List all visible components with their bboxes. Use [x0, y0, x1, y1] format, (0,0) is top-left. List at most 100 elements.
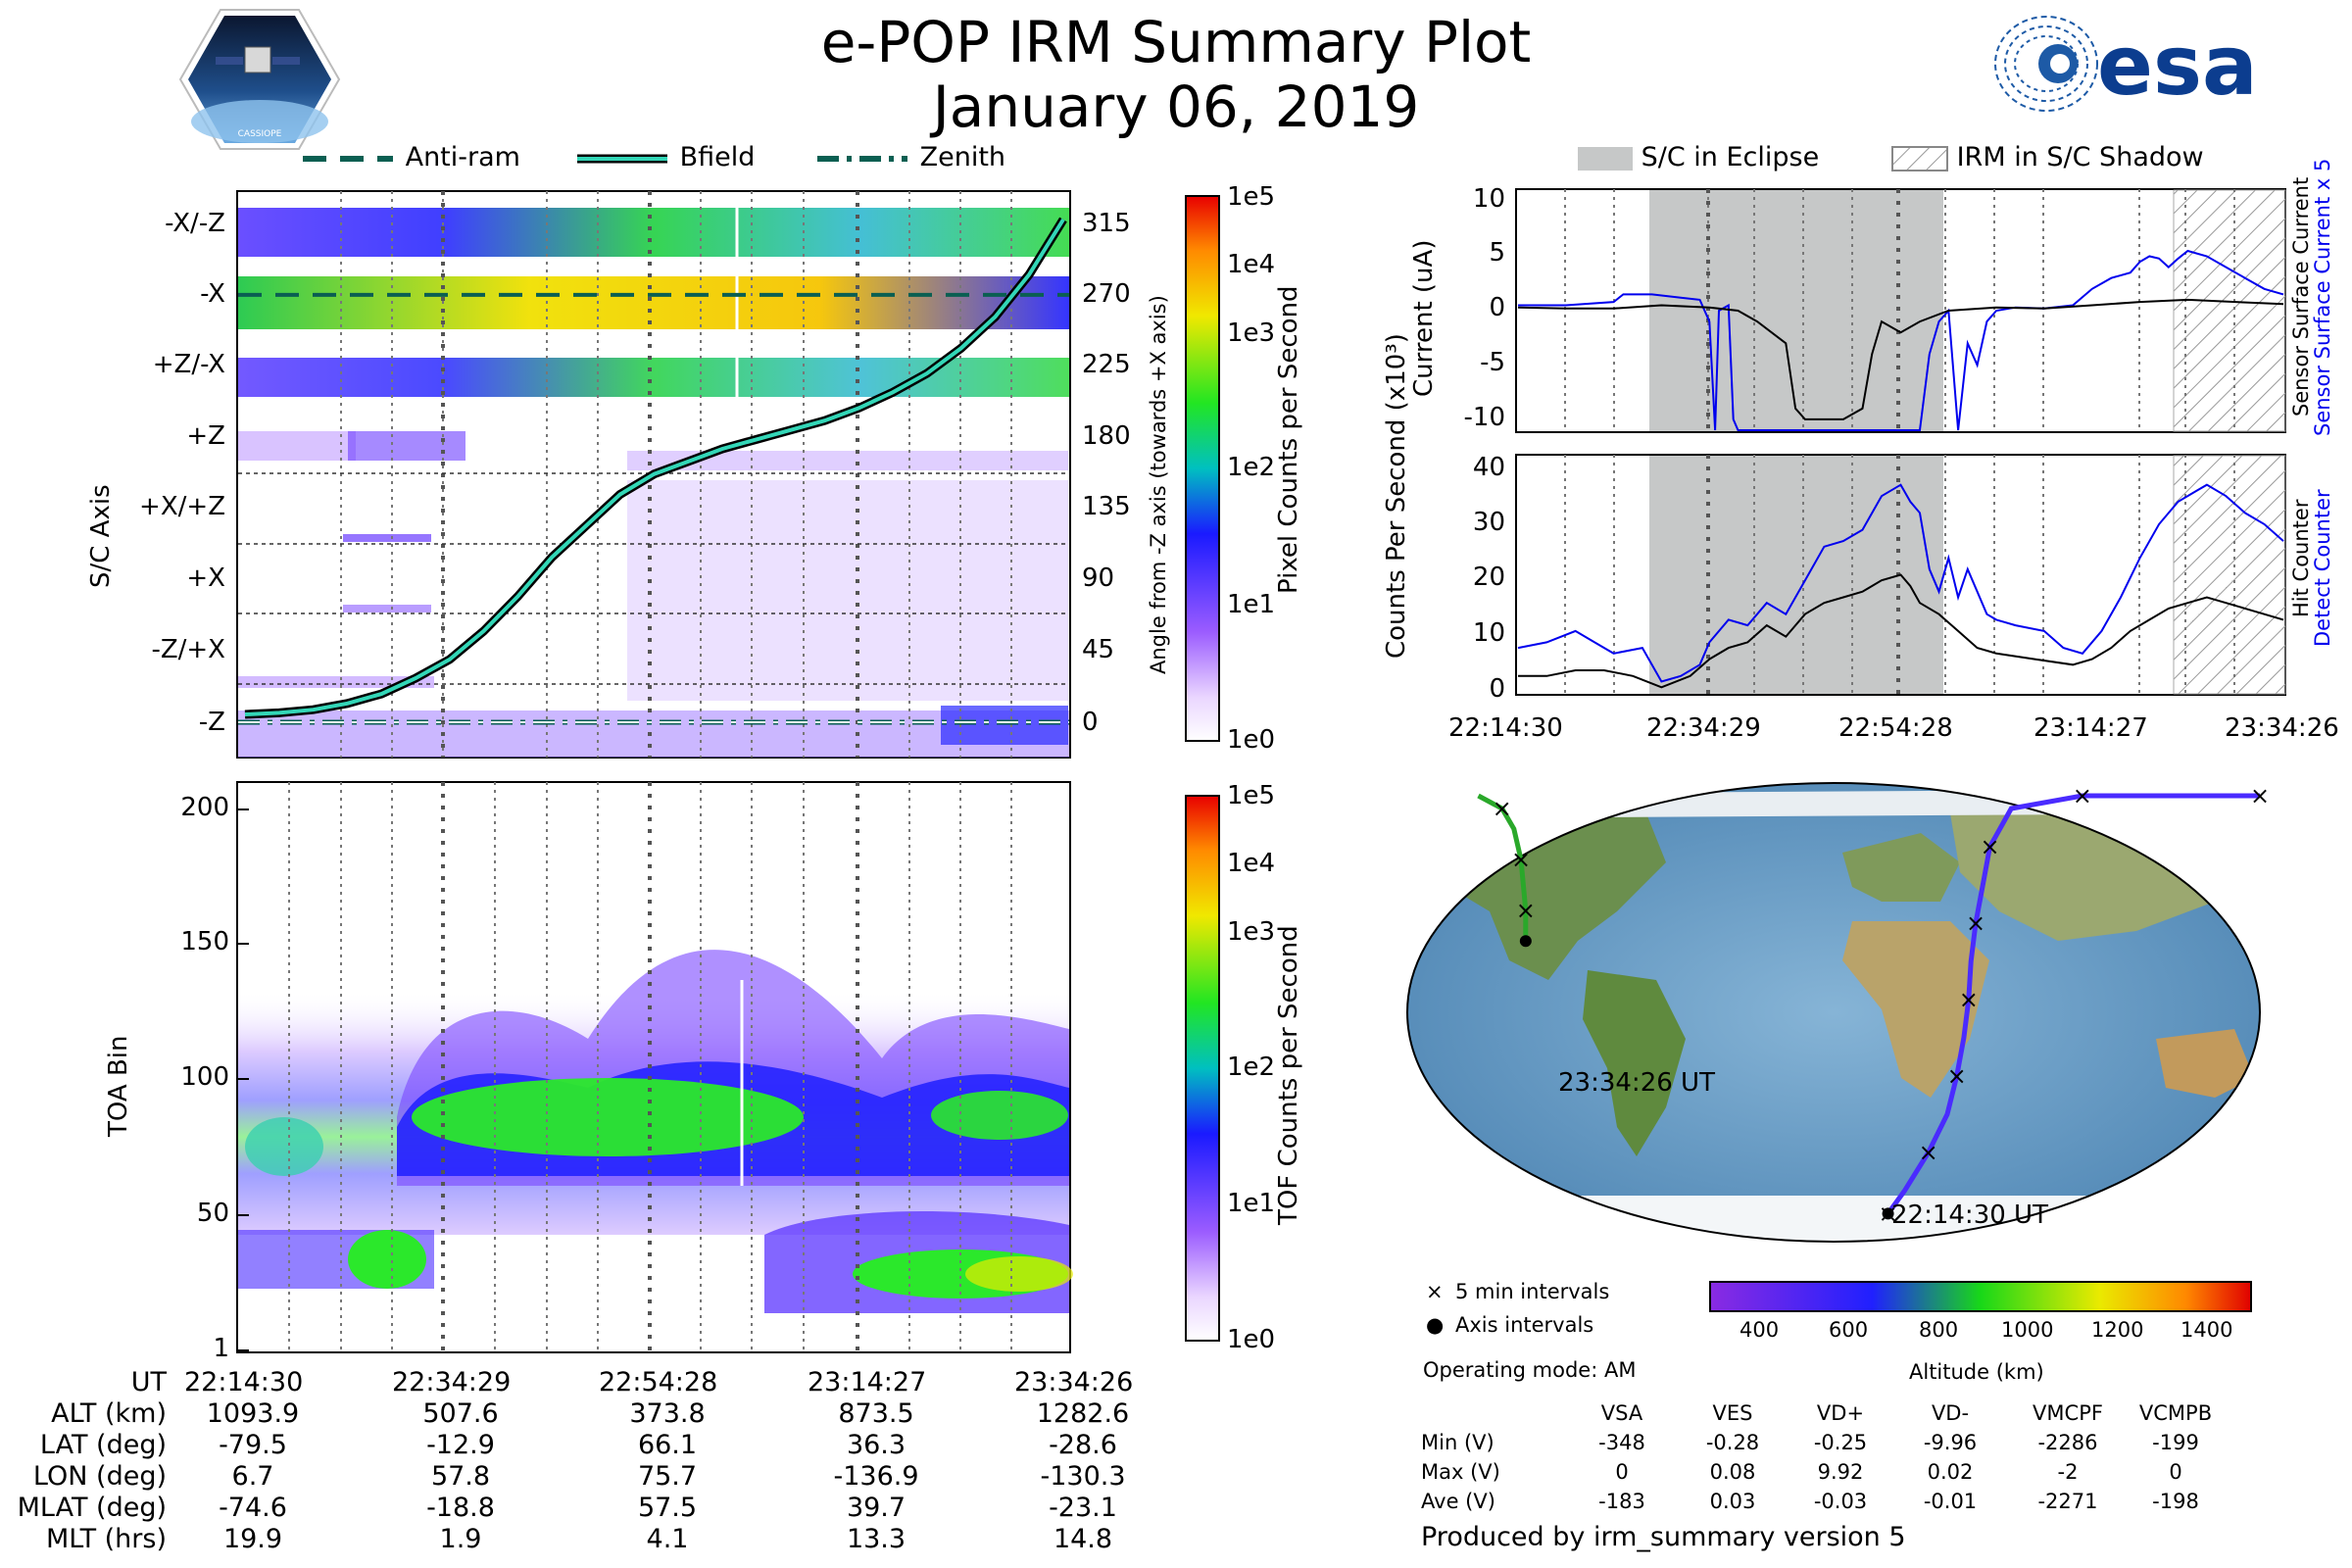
stats-cell: -2286 [2037, 1431, 2098, 1454]
counts-ytick-10: 10 [1472, 618, 1505, 648]
orbit-row: ALT (km) 1093.9 507.6 373.8 873.5 1282.6 [0, 1398, 1176, 1430]
orbit-cell: -79.5 [219, 1430, 287, 1460]
orbit-cell: -136.9 [833, 1461, 919, 1492]
counts-right-label-blue: Detect Counter [2311, 489, 2334, 647]
current-ytick-m10: -10 [1463, 403, 1505, 432]
angle-axis-label: Angle from -Z axis (towards +X axis) [1147, 295, 1170, 674]
agency-logo: esa [1989, 10, 2283, 118]
orbit-cell: 873.5 [838, 1398, 914, 1429]
stats-cell: -0.25 [1813, 1431, 1868, 1454]
counts-xtick-3: 23:14:27 [2034, 713, 2148, 743]
current-ytick-5: 5 [1489, 238, 1505, 268]
track-axis-marker [1882, 1207, 1894, 1220]
sc-axis-cat-5: +X [186, 564, 225, 593]
orbit-cell: 6.7 [231, 1461, 274, 1492]
operating-mode: Operating mode: AM [1423, 1358, 1637, 1382]
counts-xtick-0: 22:14:30 [1448, 713, 1563, 743]
altitude-colorbar [1709, 1281, 2252, 1312]
toa-ytick-200: 200 [180, 793, 229, 822]
mission-badge-logo: CASSIOPE [176, 6, 343, 153]
track-axis-marker [1519, 935, 1532, 948]
toa-ylabel: TOA Bin [104, 1035, 133, 1137]
tof-cbar-tick-1e5: 1e5 [1227, 781, 1276, 810]
legend-eclipse-label: S/C in Eclipse [1641, 142, 1820, 172]
stats-col-header: VD- [1931, 1401, 1970, 1425]
alt-tick-1200: 1200 [2091, 1318, 2144, 1342]
orbit-row: MLAT (deg) -74.6 -18.8 57.5 39.7 -23.1 [0, 1493, 1176, 1524]
page-title: e-POP IRM Summary Plot January 06, 2019 [745, 10, 1607, 139]
legend-shadow-swatch [1891, 145, 1948, 172]
current-ytick-10: 10 [1472, 184, 1505, 214]
orbit-cell: 75.7 [637, 1461, 698, 1492]
pixel-cbar-label: Pixel Counts per Second [1274, 285, 1303, 594]
legend-eclipse-swatch [1578, 146, 1633, 171]
stats-cell: 0.02 [1927, 1460, 1974, 1484]
stats-header: VSA VES VD+ VD- VMCPF VCMPB [1421, 1401, 2303, 1431]
alt-tick-800: 800 [1919, 1318, 1959, 1342]
current-chart [1515, 188, 2286, 433]
orbit-row: LON (deg) 6.7 57.8 75.7 -136.9 -130.3 [0, 1461, 1176, 1493]
orbit-cell: -28.6 [1049, 1430, 1117, 1460]
stats-cell: 9.92 [1817, 1460, 1864, 1484]
ground-track-segment-a [1886, 793, 2260, 1215]
orbit-cell: 1282.6 [1036, 1398, 1130, 1429]
stats-cell: 0.03 [1709, 1490, 1756, 1513]
toa-heatmap [236, 781, 1073, 1353]
stats-row-label: Max (V) [1421, 1460, 1500, 1484]
stats-cell: 0.08 [1709, 1460, 1756, 1484]
tof-colorbar [1185, 795, 1220, 1342]
orbit-cell: 14.8 [1053, 1524, 1113, 1554]
tof-cbar-tick-1e1: 1e1 [1227, 1189, 1276, 1218]
title-line-2: January 06, 2019 [932, 74, 1420, 140]
sc-axis-cat-2: +Z/-X [152, 350, 225, 379]
legend-bfield: Bfield [573, 142, 755, 172]
orbit-cell: 66.1 [637, 1430, 698, 1460]
orbit-cell: 4.1 [646, 1524, 689, 1554]
track-5min-marker: × [1959, 986, 1979, 1013]
tof-cbar-label: TOF Counts per Second [1274, 925, 1303, 1225]
tof-cbar-tick-1e3: 1e3 [1227, 917, 1276, 947]
angle-tick-135: 135 [1082, 492, 1131, 521]
counts-xtick-2: 22:54:28 [1838, 713, 1953, 743]
orbit-cell: 57.5 [637, 1493, 698, 1523]
legend-5min-label: 5 min intervals [1455, 1280, 1610, 1303]
stats-cell: 0 [2169, 1460, 2182, 1484]
legend-antiram-label: Anti-ram [405, 142, 520, 172]
sc-axis-cat-7: -Z [198, 708, 225, 737]
orbit-cell: 373.8 [629, 1398, 706, 1429]
orbit-time-2: 22:54:28 [599, 1367, 718, 1397]
toa-ytick-150: 150 [180, 927, 229, 956]
orbit-cell: -12.9 [426, 1430, 495, 1460]
orbit-cell: 36.3 [846, 1430, 906, 1460]
track-5min-marker: × [1980, 833, 1999, 860]
sc-axis-ylabel: S/C Axis [86, 484, 116, 588]
legend-5min: × 5 min intervals [1426, 1280, 1610, 1303]
track-markers: ××××××××××× [1493, 782, 2270, 1227]
legend-axis-intervals-label: Axis intervals [1455, 1313, 1594, 1337]
orbit-row-label: LON (deg) [32, 1461, 167, 1492]
orbit-row: LAT (deg) -79.5 -12.9 66.1 36.3 -28.6 [0, 1430, 1176, 1461]
toa-ytick-100: 100 [180, 1062, 229, 1092]
orbit-row-label: LAT (deg) [39, 1430, 167, 1460]
alt-tick-1400: 1400 [2180, 1318, 2233, 1342]
track-end-label: 23:34:26 UT [1558, 1068, 1715, 1098]
stats-col-header: VES [1712, 1401, 1753, 1425]
footer-produced-by: Produced by irm_summary version 5 [1421, 1522, 1906, 1552]
counts-ytick-0: 0 [1489, 674, 1505, 704]
stats-row-label: Ave (V) [1421, 1490, 1495, 1513]
stats-cell: -348 [1598, 1431, 1645, 1454]
alt-tick-1000: 1000 [2001, 1318, 2054, 1342]
alt-tick-400: 400 [1740, 1318, 1780, 1342]
sensor-current-line [1517, 298, 2284, 420]
stats-row: Min (V) -348 -0.28 -0.25 -9.96 -2286 -199 [1421, 1431, 2303, 1460]
stats-cell: -199 [2152, 1431, 2199, 1454]
counts-right-label-black: Hit Counter [2289, 499, 2313, 617]
current-ytick-0: 0 [1489, 293, 1505, 322]
angle-tick-0: 0 [1082, 708, 1099, 737]
stats-row: Max (V) 0 0.08 9.92 0.02 -2 0 [1421, 1460, 2303, 1490]
orbit-row-label: ALT (km) [51, 1398, 167, 1429]
track-5min-marker: × [1511, 846, 1531, 873]
sc-axis-cat-6: -Z/+X [151, 635, 225, 664]
orbit-row-label: MLAT (deg) [17, 1493, 167, 1523]
